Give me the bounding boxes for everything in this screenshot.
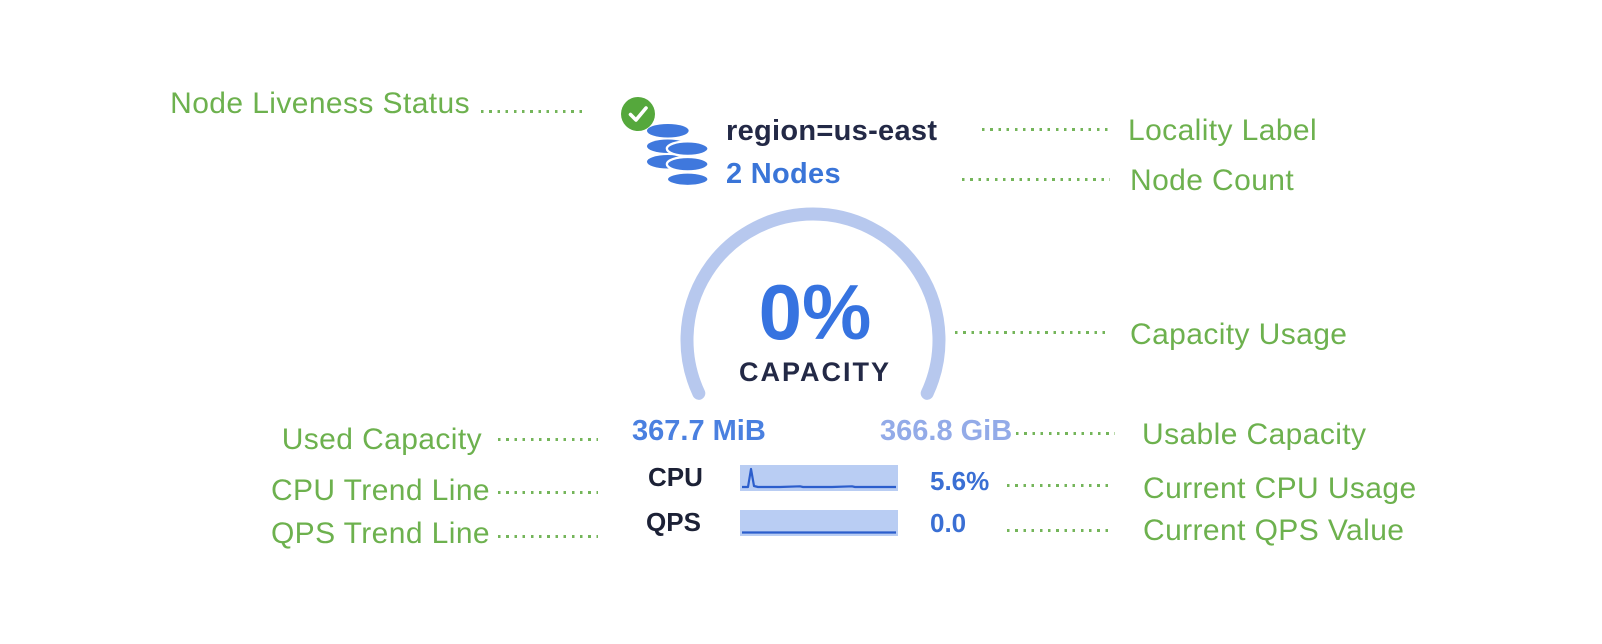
usable-capacity-value: 366.8 GiB bbox=[880, 415, 1013, 447]
leader-cpu-trend bbox=[498, 491, 598, 494]
leader-node-count bbox=[962, 178, 1110, 181]
locality-label-value: region=us-east bbox=[726, 115, 938, 147]
capacity-caption: CAPACITY bbox=[738, 357, 891, 387]
cpu-label: CPU bbox=[648, 462, 703, 492]
cpu-usage-value: 5.6% bbox=[930, 466, 990, 496]
callout-capacity-usage: Capacity Usage bbox=[1130, 318, 1348, 351]
node-card[interactable]: region=us-east 2 Nodes 0% CAPACITY 367.7… bbox=[610, 88, 1022, 558]
leader-usable-capacity bbox=[1016, 432, 1115, 435]
qps-value: 0.0 bbox=[930, 508, 967, 538]
leader-node-liveness bbox=[481, 110, 587, 113]
node-count-value: 2 Nodes bbox=[726, 158, 841, 190]
capacity-usage-percent: 0% bbox=[758, 268, 872, 356]
qps-label: QPS bbox=[646, 507, 701, 537]
callout-node-liveness-status: Node Liveness Status bbox=[170, 87, 470, 120]
leader-used-capacity bbox=[498, 438, 598, 441]
callout-used-capacity: Used Capacity bbox=[281, 423, 482, 456]
leader-qps-trend bbox=[498, 535, 598, 538]
callout-usable-capacity: Usable Capacity bbox=[1142, 418, 1367, 451]
callout-locality-label: Locality Label bbox=[1128, 114, 1318, 147]
leader-locality bbox=[982, 128, 1110, 131]
leader-current-cpu bbox=[1007, 484, 1111, 487]
callout-cpu-trend-line: CPU Trend Line bbox=[270, 474, 490, 507]
cpu-trend-sparkline bbox=[740, 465, 898, 491]
callout-qps-trend-line: QPS Trend Line bbox=[270, 517, 490, 550]
database-stack-icon bbox=[646, 123, 710, 188]
callout-current-cpu-usage: Current CPU Usage bbox=[1143, 472, 1417, 505]
used-capacity-value: 367.7 MiB bbox=[632, 415, 766, 447]
qps-trend-sparkline bbox=[740, 510, 898, 536]
callout-current-qps-value: Current QPS Value bbox=[1143, 514, 1405, 547]
leader-capacity-usage bbox=[955, 331, 1110, 334]
leader-current-qps bbox=[1007, 529, 1111, 532]
check-circle-icon bbox=[621, 97, 655, 131]
callout-node-count: Node Count bbox=[1130, 164, 1295, 197]
capacity-gauge-arc bbox=[680, 207, 946, 400]
cpu-spark-line bbox=[742, 467, 896, 489]
